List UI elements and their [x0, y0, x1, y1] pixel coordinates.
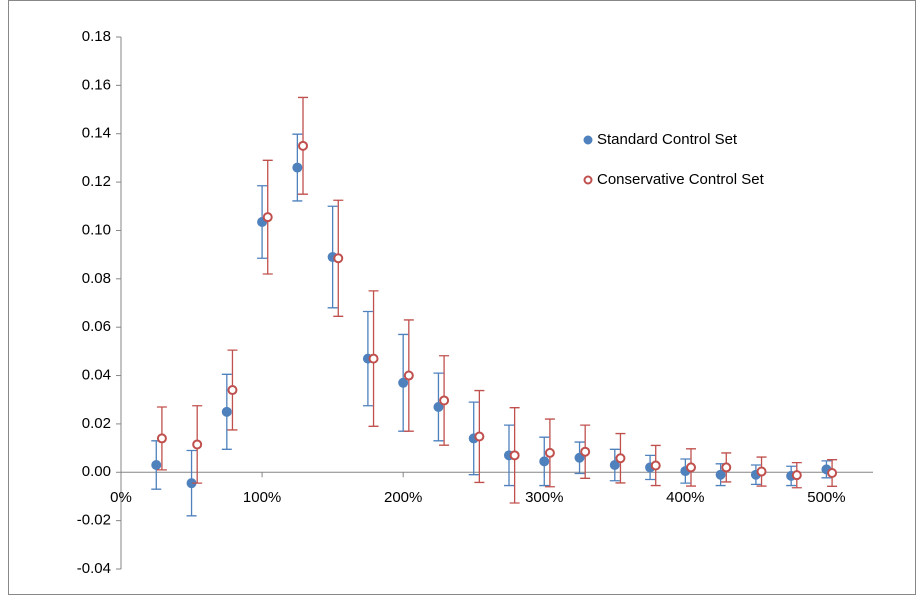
- y-tick-label: 0.02: [82, 415, 111, 432]
- marker: [609, 460, 620, 471]
- marker: [227, 385, 238, 396]
- marker: [333, 253, 344, 264]
- y-tick-label: 0.10: [82, 221, 111, 238]
- marker: [615, 453, 626, 464]
- marker: [474, 431, 485, 442]
- x-tick-label: 200%: [384, 489, 422, 506]
- marker: [156, 433, 167, 444]
- marker: [151, 460, 162, 471]
- marker: [539, 456, 550, 467]
- y-tick-label: 0.04: [82, 367, 111, 384]
- x-tick-label: 300%: [525, 489, 563, 506]
- marker: [721, 462, 732, 473]
- marker: [791, 470, 802, 481]
- marker: [827, 467, 838, 478]
- marker: [574, 452, 585, 463]
- y-tick-label: 0.12: [82, 173, 111, 190]
- marker: [221, 406, 232, 417]
- marker: [298, 140, 309, 151]
- marker: [650, 460, 661, 471]
- x-tick-label: 0%: [110, 489, 132, 506]
- y-tick-label: 0.00: [82, 463, 111, 480]
- legend-label: Conservative Control Set: [597, 171, 765, 188]
- legend-marker: [583, 135, 593, 145]
- marker: [685, 462, 696, 473]
- legend-label: Standard Control Set: [597, 131, 738, 148]
- marker: [403, 370, 414, 381]
- marker: [580, 446, 591, 457]
- marker: [433, 401, 444, 412]
- marker: [509, 450, 520, 461]
- y-tick-label: -0.02: [77, 512, 111, 529]
- chart-frame: [8, 0, 916, 595]
- y-tick-label: 0.18: [82, 28, 111, 45]
- marker: [262, 212, 273, 223]
- legend-marker: [583, 175, 593, 185]
- x-tick-label: 400%: [666, 489, 704, 506]
- marker: [544, 447, 555, 458]
- marker: [368, 353, 379, 364]
- marker: [292, 162, 303, 173]
- marker: [192, 439, 203, 450]
- marker: [439, 395, 450, 406]
- x-tick-label: 500%: [807, 489, 845, 506]
- marker: [715, 469, 726, 480]
- marker: [398, 377, 409, 388]
- marker: [756, 466, 767, 477]
- y-tick-label: -0.04: [77, 560, 111, 577]
- y-tick-label: 0.06: [82, 318, 111, 335]
- y-tick-label: 0.14: [82, 125, 111, 142]
- y-tick-label: 0.16: [82, 76, 111, 93]
- x-tick-label: 100%: [243, 489, 281, 506]
- y-tick-label: 0.08: [82, 270, 111, 287]
